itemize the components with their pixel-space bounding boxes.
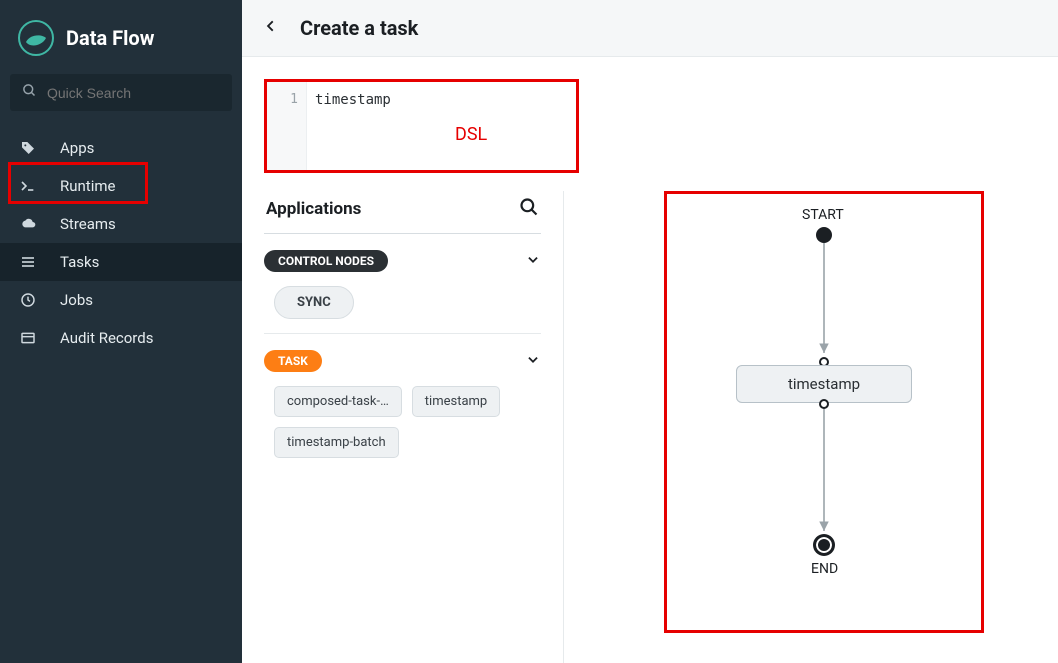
sidebar-item-label: Runtime: [60, 177, 115, 195]
brand-title: Data Flow: [66, 26, 154, 50]
dsl-editor[interactable]: 1 timestamp DSL: [264, 79, 579, 173]
list-icon: [18, 255, 38, 269]
main: Create a task 1 timestamp DSL Applicatio…: [242, 0, 1058, 663]
sidebar-item-streams[interactable]: Streams: [0, 205, 242, 243]
applications-search-icon[interactable]: [519, 197, 539, 221]
content: 1 timestamp DSL Applications CONTROL: [242, 57, 1058, 663]
task-node[interactable]: timestamp: [736, 365, 912, 403]
sidebar-item-label: Streams: [60, 215, 116, 233]
search-input[interactable]: [47, 85, 220, 101]
editor-gutter: 1: [267, 82, 307, 170]
terminal-icon: [18, 178, 38, 194]
chevron-down-icon[interactable]: [525, 252, 541, 271]
sidebar-item-audit-records[interactable]: Audit Records: [0, 319, 242, 357]
chip-composed-task[interactable]: composed-task-…: [274, 386, 402, 417]
sidebar-item-apps[interactable]: Apps: [0, 129, 242, 167]
sidebar-item-tasks[interactable]: Tasks: [0, 243, 242, 281]
task-port-out[interactable]: [819, 399, 829, 409]
sidebar-nav: Apps Runtime Streams Tasks: [0, 121, 242, 357]
editor-code[interactable]: timestamp: [307, 82, 401, 170]
sidebar-item-label: Audit Records: [60, 329, 153, 347]
tag-icon: [18, 140, 38, 156]
section-label-control-nodes: CONTROL NODES: [264, 250, 388, 272]
search-box[interactable]: [10, 74, 232, 111]
chip-sync[interactable]: SYNC: [274, 286, 354, 319]
sidebar-item-runtime[interactable]: Runtime: [0, 167, 242, 205]
end-label: END: [811, 561, 838, 577]
page-title: Create a task: [300, 16, 418, 40]
sidebar-item-jobs[interactable]: Jobs: [0, 281, 242, 319]
sidebar-item-label: Tasks: [60, 253, 99, 271]
topbar: Create a task: [242, 0, 1058, 57]
chip-timestamp[interactable]: timestamp: [412, 386, 500, 417]
search-icon: [22, 83, 37, 102]
applications-panel: Applications CONTROL NODES: [264, 191, 564, 663]
brand-logo-icon: [18, 20, 54, 56]
section-control-nodes: CONTROL NODES SYNC: [264, 250, 541, 334]
graph-canvas[interactable]: START timestamp: [564, 191, 1036, 663]
sidebar: Data Flow Apps Runtime: [0, 0, 242, 663]
records-icon: [18, 331, 38, 345]
sidebar-item-label: Jobs: [60, 291, 93, 309]
sidebar-item-label: Apps: [60, 139, 94, 157]
cloud-icon: [18, 217, 38, 231]
brand: Data Flow: [0, 0, 242, 74]
end-node[interactable]: [814, 535, 834, 555]
chip-timestamp-batch[interactable]: timestamp-batch: [274, 427, 399, 458]
dsl-annotation: DSL: [455, 124, 487, 145]
back-button[interactable]: [264, 17, 282, 39]
applications-title: Applications: [266, 199, 361, 219]
chevron-down-icon[interactable]: [525, 352, 541, 371]
clock-icon: [18, 292, 38, 308]
section-label-task: TASK: [264, 350, 322, 372]
line-number: 1: [267, 92, 298, 107]
section-task: TASK composed-task-… timestamp timestamp…: [264, 350, 541, 472]
task-node-label: timestamp: [788, 375, 860, 393]
